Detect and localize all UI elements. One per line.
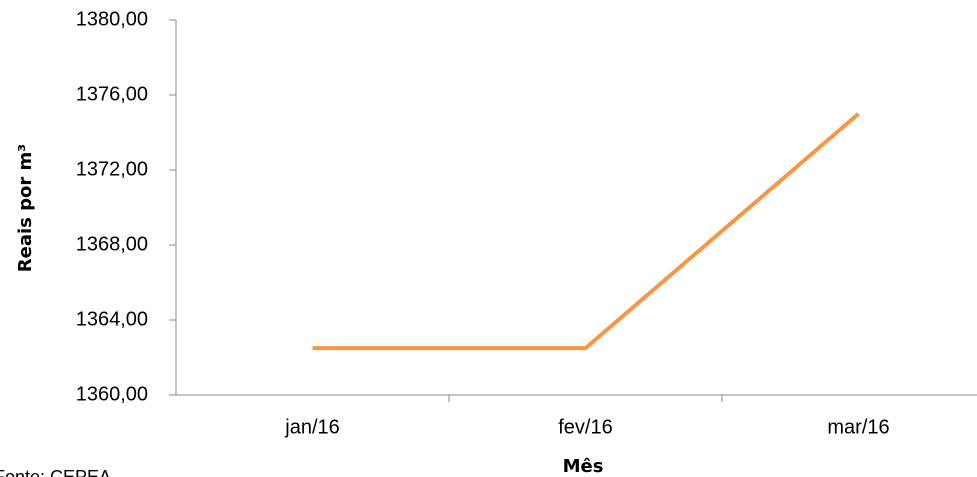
line-series [312, 112, 860, 351]
y-tick-label: 1376,00 [76, 83, 148, 105]
x-axis-label: Mês [563, 456, 604, 477]
y-tick-label: 1364,00 [76, 308, 148, 330]
y-tick-label: 1368,00 [76, 233, 148, 255]
y-tick-label: 1372,00 [76, 158, 148, 180]
y-tick-label: 1380,00 [76, 8, 148, 30]
y-axis-label: Reais por m³ [15, 144, 36, 272]
x-tick-label: jan/16 [284, 416, 340, 438]
source-note: Fonte: CEPEA [0, 467, 111, 477]
y-tick-label: 1360,00 [76, 383, 148, 405]
x-tick-label: fev/16 [558, 416, 612, 438]
x-tick-label: mar/16 [827, 416, 889, 438]
